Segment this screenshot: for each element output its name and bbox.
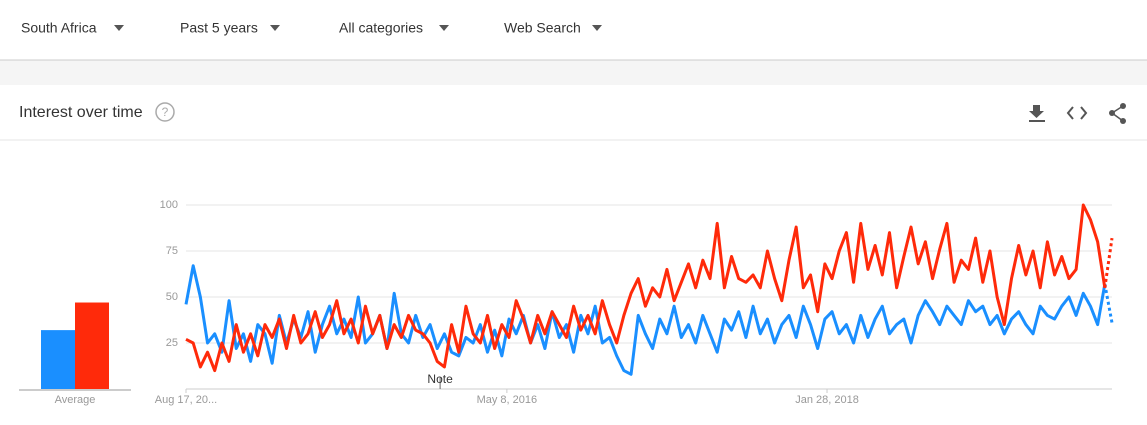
- spacer: [0, 60, 1147, 85]
- dropdown-arrow[interactable]: [270, 25, 280, 31]
- dropdown-arrow[interactable]: [592, 25, 602, 31]
- svg-text:?: ?: [162, 105, 169, 119]
- x-label: Average: [55, 394, 96, 406]
- x-tick-label: Jan 28, 2018: [795, 394, 859, 406]
- card-title: Interest over time: [19, 104, 143, 121]
- partial-segment: [1103, 283, 1114, 324]
- help-icon[interactable]: ?: [155, 102, 175, 122]
- x-tick-label: May 8, 2016: [477, 394, 538, 406]
- partial-segment: [1103, 237, 1114, 289]
- trend-line: [184, 264, 1107, 376]
- filter-bar: [0, 0, 1147, 60]
- x-tick-label: Aug 17, 20...: [155, 394, 217, 406]
- dropdown-arrow[interactable]: [114, 25, 124, 31]
- filter[interactable]: Web Search: [504, 20, 602, 36]
- average-bar: [75, 302, 109, 389]
- y-tick-label: 50: [166, 291, 178, 303]
- filter-label[interactable]: Web Search: [504, 20, 581, 36]
- filter-label[interactable]: South Africa: [21, 20, 97, 36]
- filter-label[interactable]: All categories: [339, 20, 423, 36]
- filter[interactable]: Past 5 years: [180, 20, 280, 36]
- trend-line: [185, 203, 1107, 373]
- filter[interactable]: All categories: [339, 20, 449, 36]
- note-label: Note: [427, 372, 453, 386]
- average-bar: [41, 330, 75, 389]
- filter-label[interactable]: Past 5 years: [180, 20, 258, 36]
- y-tick-label: 100: [160, 199, 178, 211]
- filter[interactable]: South Africa: [21, 20, 124, 36]
- download-icon[interactable]: [1029, 105, 1045, 122]
- embed-icon[interactable]: [1066, 106, 1088, 120]
- dropdown-arrow[interactable]: [439, 25, 449, 31]
- y-tick-label: 25: [166, 337, 178, 349]
- share-icon[interactable]: [1109, 103, 1126, 124]
- y-tick-label: 75: [166, 245, 178, 257]
